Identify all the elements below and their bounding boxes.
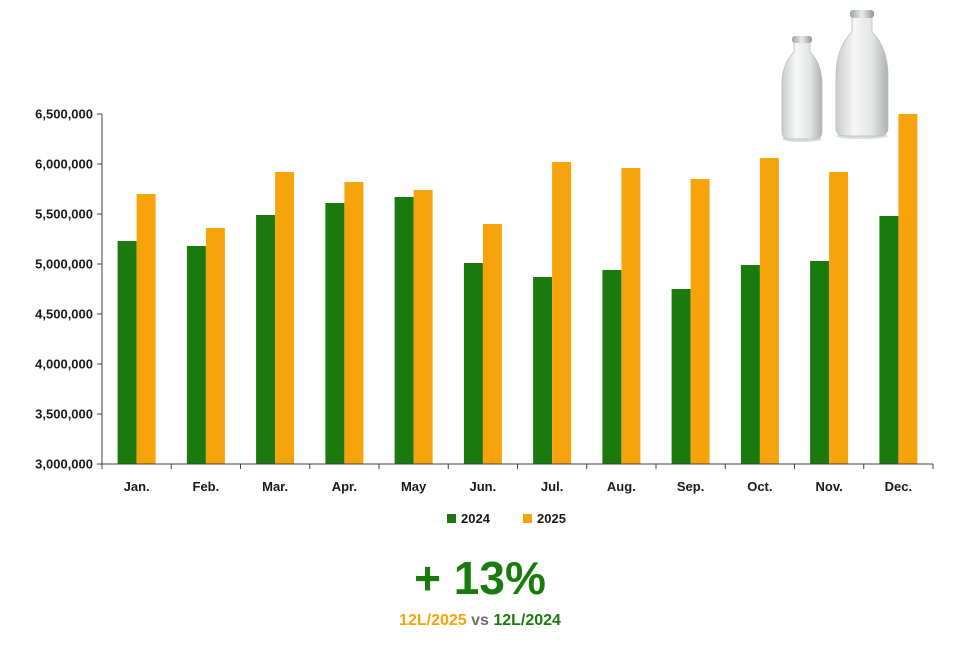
x-tick-label: Jun.: [470, 479, 497, 494]
y-tick-label: 6,000,000: [35, 157, 93, 172]
x-tick-label: Dec.: [885, 479, 912, 494]
x-tick-label: Sep.: [677, 479, 704, 494]
legend: 2024 2025: [447, 511, 566, 526]
comparison-caption: 12L/2025 vs 12L/2024: [0, 610, 960, 632]
bar-2024-feb: [186, 246, 206, 464]
bar-2024-mar: [256, 215, 276, 464]
bar-2025-dec: [898, 114, 918, 464]
legend-label-2025: 2025: [537, 511, 566, 526]
bar-2024-jun: [463, 263, 483, 464]
x-axis: Jan. Feb. Mar. Apr. May Jun. Jul. Aug. Sep. Oct. N…: [101, 463, 934, 494]
comparison-left-label: 12L/2025: [399, 612, 467, 629]
comparison-connector: vs: [466, 612, 494, 629]
bar-2025-sep: [690, 179, 710, 464]
y-axis: 3,000,000 3,500,000 4,000,000 4,500,000 5,00…: [35, 107, 103, 472]
x-tick-label: Jul.: [541, 479, 563, 494]
bar-2024-may: [394, 197, 414, 464]
bar-2024-jan: [117, 241, 137, 464]
bar-2024-oct: [740, 265, 760, 464]
bar-2025-aug: [621, 168, 641, 464]
bar-2024-nov: [810, 261, 830, 464]
y-tick-label: 3,000,000: [35, 457, 93, 472]
y-tick-label: 4,500,000: [35, 307, 93, 322]
bar-2025-apr: [344, 182, 364, 464]
y-tick-label: 6,500,000: [35, 107, 93, 122]
bar-2024-sep: [671, 289, 691, 464]
bar-2025-feb: [205, 228, 225, 464]
bar-2025-jan: [136, 194, 156, 464]
x-tick-label: Mar.: [262, 479, 288, 494]
bar-2024-aug: [602, 270, 622, 464]
bar-chart: 3,000,000 3,500,000 4,000,000 4,500,000 5,00…: [35, 10, 934, 526]
y-tick-label: 3,500,000: [35, 407, 93, 422]
bar-2025-oct: [759, 158, 779, 464]
bar-2024-jul: [533, 277, 553, 464]
bars-group: [117, 114, 918, 464]
legend-swatch-2024: [447, 514, 456, 523]
y-tick-label: 5,500,000: [35, 207, 93, 222]
x-tick-label: Nov.: [816, 479, 843, 494]
x-tick-label: Aug.: [607, 479, 636, 494]
x-tick-label: Feb.: [193, 479, 220, 494]
x-tick-label: Jan.: [124, 479, 150, 494]
milk-bottles-image: [781, 10, 889, 142]
bar-2025-nov: [829, 172, 849, 464]
legend-label-2024: 2024: [461, 511, 491, 526]
growth-headline: + 13%: [414, 552, 546, 604]
bar-2025-jul: [552, 162, 572, 464]
x-tick-label: Oct.: [747, 479, 772, 494]
bar-2025-may: [413, 190, 433, 464]
x-tick-label: May: [401, 479, 427, 494]
bar-2024-dec: [879, 216, 899, 464]
y-tick-label: 4,000,000: [35, 357, 93, 372]
legend-swatch-2025: [523, 514, 532, 523]
bar-2025-jun: [482, 224, 502, 464]
x-tick-label: Apr.: [332, 479, 357, 494]
y-tick-label: 5,000,000: [35, 257, 93, 272]
bar-2025-mar: [275, 172, 295, 464]
bar-2024-apr: [325, 203, 345, 464]
comparison-right-label: 12L/2024: [493, 612, 561, 629]
